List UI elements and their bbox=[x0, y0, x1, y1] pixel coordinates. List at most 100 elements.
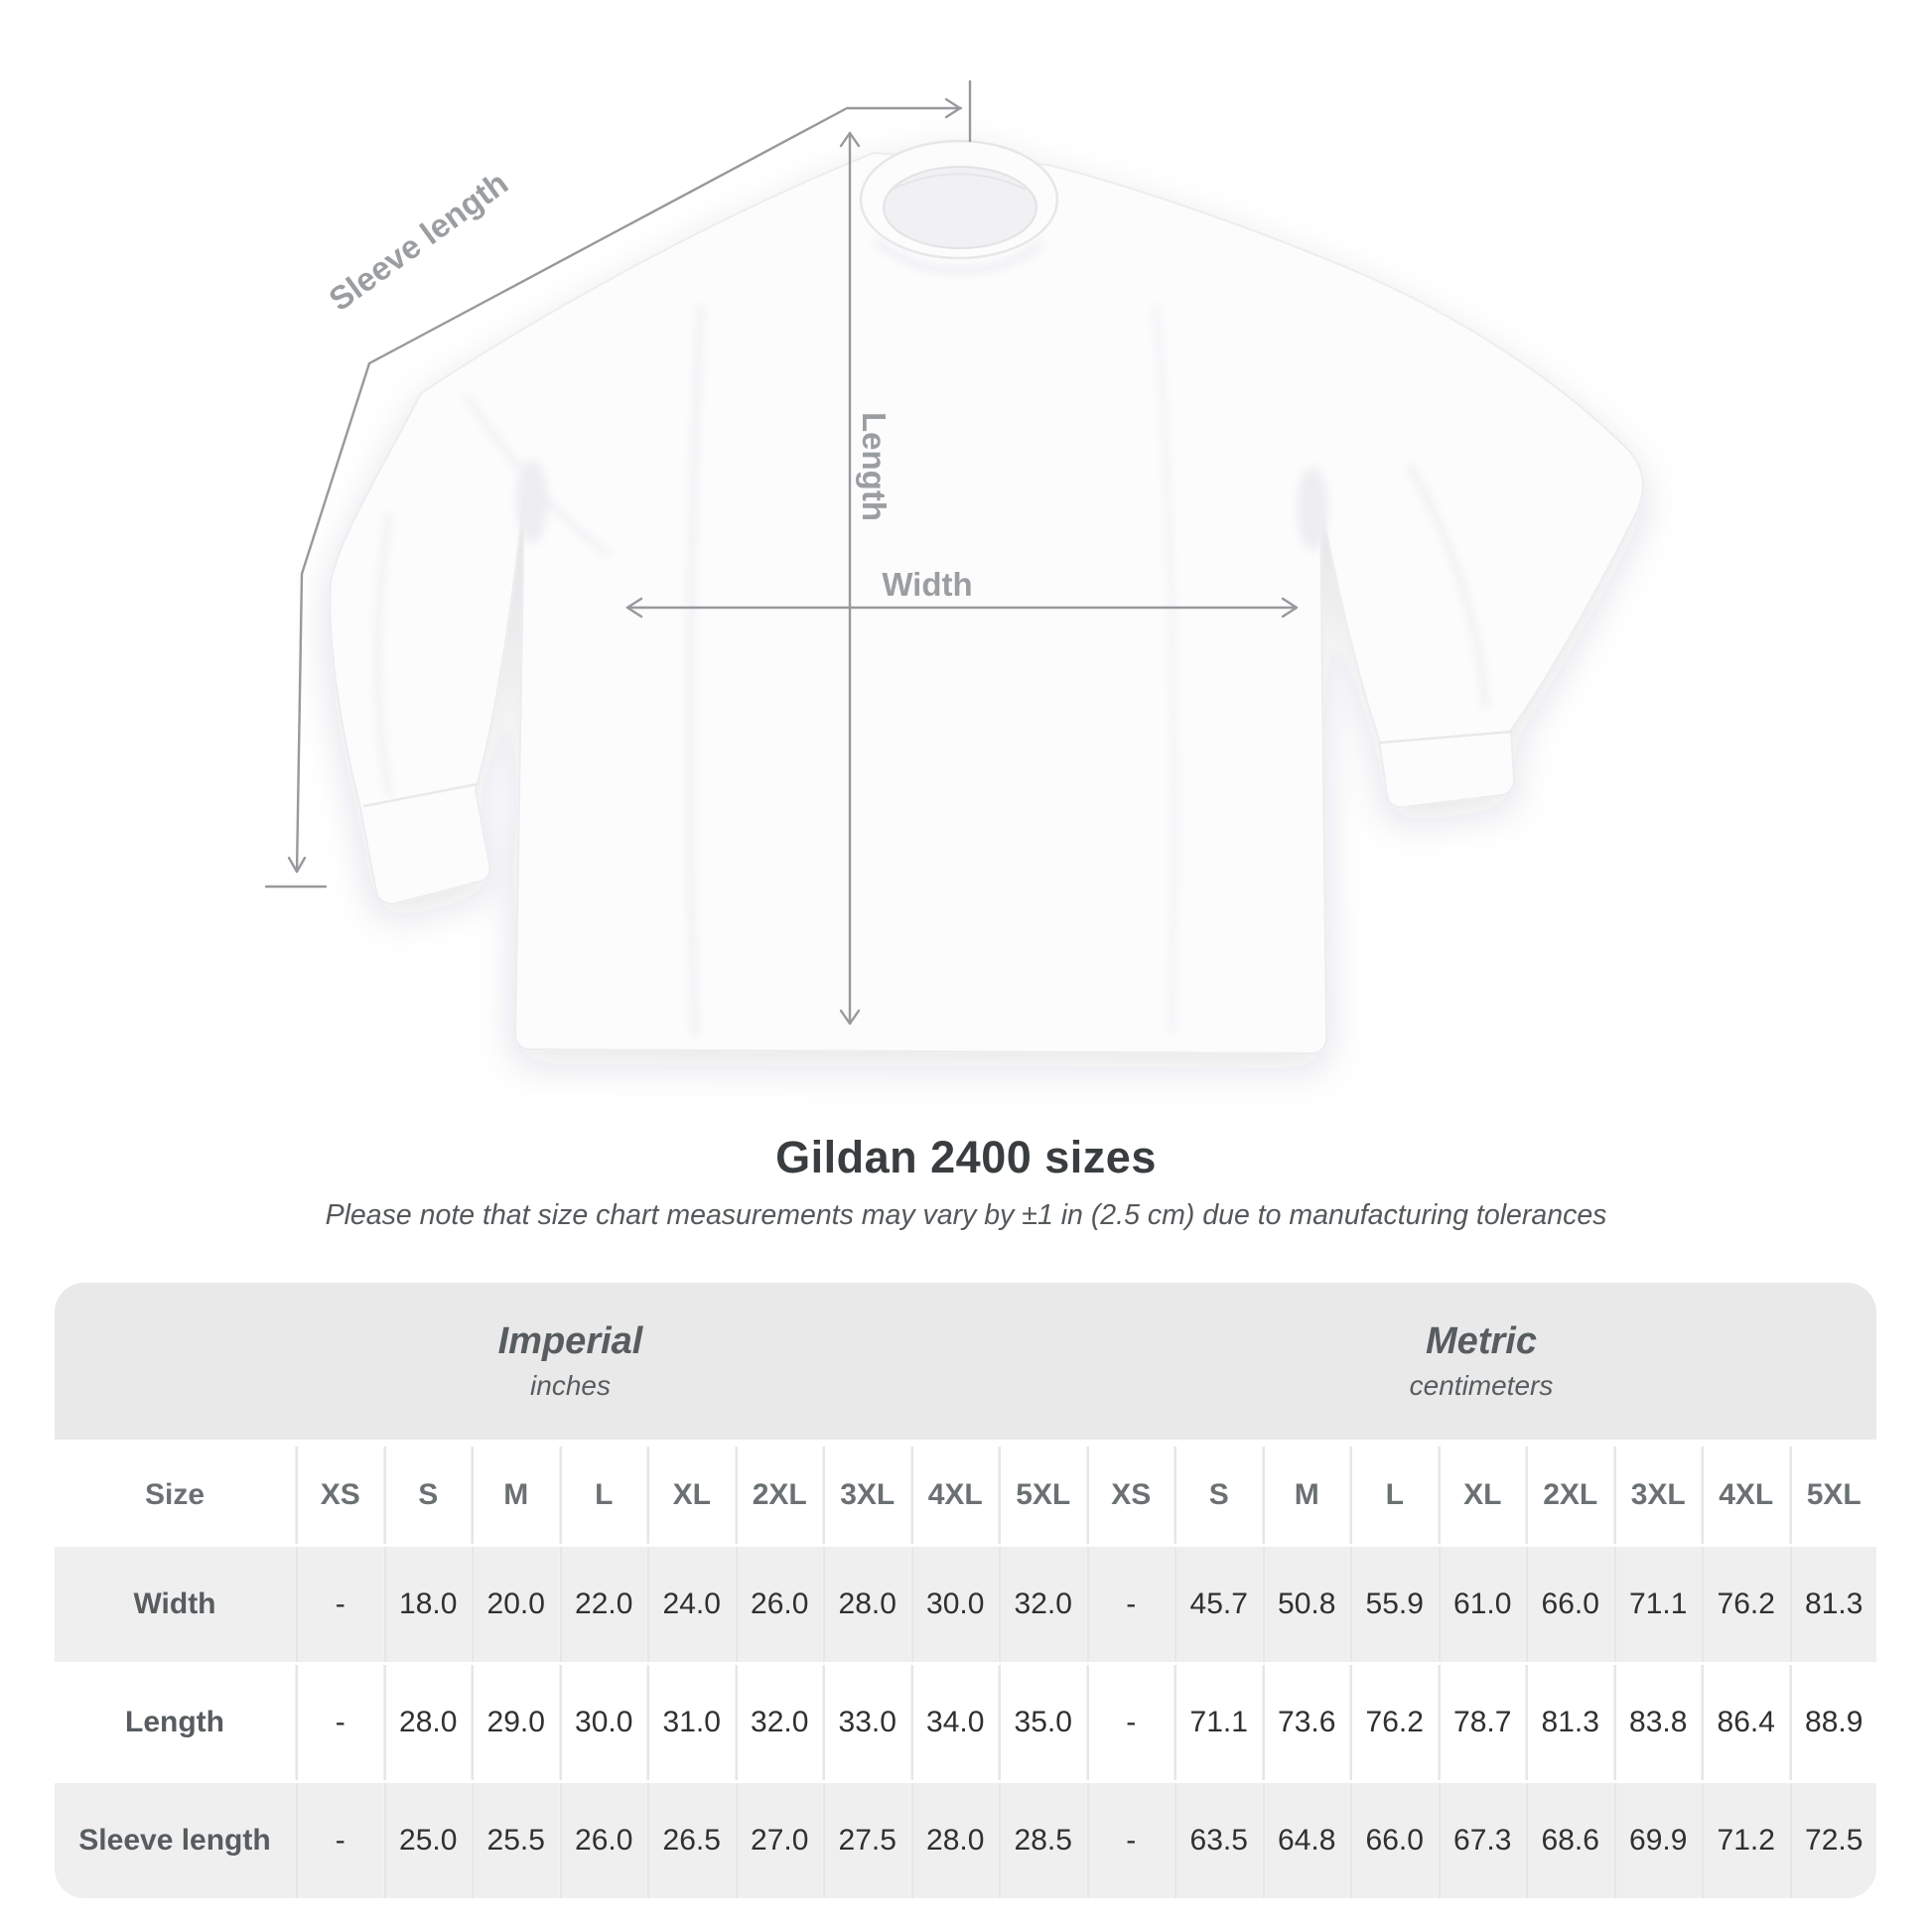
size-value-cell: 31.0 bbox=[649, 1665, 735, 1780]
size-value-cell: - bbox=[298, 1783, 383, 1898]
length-arrowhead-bottom bbox=[839, 1009, 861, 1026]
unit-group-metric: Metric centimeters bbox=[1086, 1283, 1876, 1440]
size-value-cell: 71.2 bbox=[1704, 1783, 1789, 1898]
size-value-cell: 29.0 bbox=[474, 1665, 559, 1780]
size-value-cell: 30.0 bbox=[561, 1665, 646, 1780]
size-value-cell: - bbox=[298, 1547, 383, 1662]
size-value-cell: 73.6 bbox=[1264, 1665, 1349, 1780]
size-value-cell: - bbox=[298, 1665, 383, 1780]
sleeve-length-label: Sleeve length bbox=[322, 164, 514, 318]
table-row: Sleeve length -25.0 25.5 26.0 26.5 27.0 27.5 28… bbox=[55, 1783, 1876, 1898]
size-value-cell: 50.8 bbox=[1264, 1547, 1349, 1662]
size-value-cell: 4XL bbox=[1704, 1447, 1789, 1544]
size-value-cell: 63.5 bbox=[1176, 1783, 1262, 1898]
size-value-cell: 64.8 bbox=[1264, 1783, 1349, 1898]
size-value-cell: 83.8 bbox=[1615, 1665, 1701, 1780]
size-value-cell: M bbox=[1264, 1447, 1349, 1544]
size-value-cell: - bbox=[1088, 1547, 1173, 1662]
size-value-cell: 78.7 bbox=[1440, 1665, 1525, 1780]
size-value-cell: 71.1 bbox=[1176, 1665, 1262, 1780]
size-value-cell: 76.2 bbox=[1704, 1547, 1789, 1662]
size-value-cell: M bbox=[474, 1447, 559, 1544]
size-value-cell: - bbox=[1088, 1665, 1173, 1780]
length-label: Length bbox=[856, 412, 893, 521]
shirt-body bbox=[329, 151, 1644, 1055]
collar-inner-line bbox=[893, 173, 1028, 191]
size-value-cell: S bbox=[385, 1447, 471, 1544]
size-value-cell: - bbox=[1088, 1783, 1173, 1898]
size-value-cell: 69.9 bbox=[1615, 1783, 1701, 1898]
table-row: Width -18.0 20.0 22.0 24.0 26.0 28.0 30.0 32.0-4… bbox=[55, 1547, 1876, 1662]
size-value-cell: 28.0 bbox=[385, 1665, 471, 1780]
shirt-measurement-diagram: Sleeve length Length Width bbox=[264, 79, 1644, 1055]
heading-block: Gildan 2400 sizes Please note that size … bbox=[0, 1132, 1932, 1232]
size-value-cell: 3XL bbox=[825, 1447, 910, 1544]
collar-opening bbox=[883, 166, 1037, 249]
size-table: Imperial inches Metric centimeters Size X… bbox=[55, 1283, 1876, 1898]
size-value-cell: 33.0 bbox=[825, 1665, 910, 1780]
metric-label: Metric bbox=[1426, 1320, 1537, 1362]
row-label: Sleeve length bbox=[55, 1783, 295, 1898]
size-value-cell: 86.4 bbox=[1704, 1665, 1789, 1780]
size-value-cell: 66.0 bbox=[1528, 1547, 1613, 1662]
left-cuff-seam bbox=[362, 782, 478, 808]
page-subtitle: Please note that size chart measurements… bbox=[325, 1199, 1607, 1231]
size-value-cell: 25.0 bbox=[385, 1783, 471, 1898]
size-value-cell: 55.9 bbox=[1352, 1547, 1438, 1662]
table-row: Length -28.0 29.0 30.0 31.0 32.0 33.0 34.0 35.0-… bbox=[55, 1665, 1876, 1780]
length-arrowhead-top bbox=[839, 131, 861, 148]
size-value-cell: XS bbox=[1088, 1447, 1173, 1544]
size-value-cell: 28.5 bbox=[1001, 1783, 1086, 1898]
size-column-header: Size bbox=[55, 1447, 295, 1544]
imperial-label: Imperial bbox=[497, 1320, 643, 1362]
measurement-annotations bbox=[264, 79, 1299, 1026]
size-value-cell: L bbox=[561, 1447, 646, 1544]
size-value-cell: 76.2 bbox=[1352, 1665, 1438, 1780]
size-value-cell: S bbox=[1176, 1447, 1262, 1544]
size-value-cell: 61.0 bbox=[1440, 1547, 1525, 1662]
table-row: Size XS S M L XL 2XL 3XL 4XL 5XL XS S M L XL 2XL 3XL 4XL 5… bbox=[55, 1447, 1876, 1544]
size-value-cell: 27.0 bbox=[737, 1783, 822, 1898]
size-value-cell: 2XL bbox=[737, 1447, 822, 1544]
size-value-cell: 35.0 bbox=[1001, 1665, 1086, 1780]
size-value-cell: 88.9 bbox=[1791, 1665, 1876, 1780]
row-label: Width bbox=[55, 1547, 295, 1662]
size-value-cell: 25.5 bbox=[474, 1783, 559, 1898]
size-value-cell: 18.0 bbox=[385, 1547, 471, 1662]
size-value-cell: XL bbox=[649, 1447, 735, 1544]
size-value-cell: 20.0 bbox=[474, 1547, 559, 1662]
sleeve-length-line bbox=[295, 106, 963, 874]
size-value-cell: 28.0 bbox=[912, 1783, 998, 1898]
size-value-cell: XS bbox=[298, 1447, 383, 1544]
size-value-cell: 5XL bbox=[1791, 1447, 1876, 1544]
size-value-cell: 3XL bbox=[1615, 1447, 1701, 1544]
width-arrowhead-left bbox=[625, 597, 643, 619]
size-value-cell: 2XL bbox=[1528, 1447, 1613, 1544]
width-arrowhead-right bbox=[1281, 597, 1299, 619]
size-value-cell: 4XL bbox=[912, 1447, 998, 1544]
sleeve-length-arrowhead-down bbox=[287, 856, 307, 874]
size-value-cell: 32.0 bbox=[737, 1665, 822, 1780]
page-title: Gildan 2400 sizes bbox=[775, 1132, 1157, 1182]
size-value-cell: 67.3 bbox=[1440, 1783, 1525, 1898]
unit-header-band: Imperial inches Metric centimeters bbox=[55, 1283, 1876, 1440]
size-value-cell: 30.0 bbox=[912, 1547, 998, 1662]
size-value-cell: 34.0 bbox=[912, 1665, 998, 1780]
size-value-cell: 27.5 bbox=[825, 1783, 910, 1898]
size-value-cell: 68.6 bbox=[1528, 1783, 1613, 1898]
width-label: Width bbox=[882, 566, 972, 603]
size-value-cell: 26.0 bbox=[561, 1783, 646, 1898]
size-value-cell: 24.0 bbox=[649, 1547, 735, 1662]
size-value-cell: 66.0 bbox=[1352, 1783, 1438, 1898]
shirt-shading bbox=[374, 238, 1489, 1036]
size-value-cell: 5XL bbox=[1001, 1447, 1086, 1544]
size-value-cell: 81.3 bbox=[1528, 1665, 1613, 1780]
size-value-cell: 32.0 bbox=[1001, 1547, 1086, 1662]
size-value-cell: 72.5 bbox=[1791, 1783, 1876, 1898]
metric-sublabel: centimeters bbox=[1409, 1370, 1554, 1401]
size-value-cell: 71.1 bbox=[1615, 1547, 1701, 1662]
row-label: Length bbox=[55, 1665, 295, 1780]
size-value-cell: 26.5 bbox=[649, 1783, 735, 1898]
size-value-cell: 81.3 bbox=[1791, 1547, 1876, 1662]
